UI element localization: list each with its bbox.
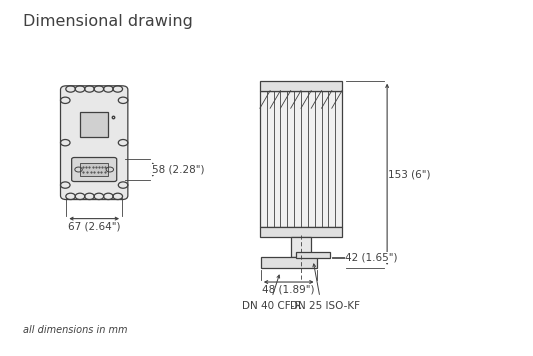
Text: DN 40 CF-R: DN 40 CF-R [243, 302, 302, 312]
Text: 67 (2.64"): 67 (2.64") [68, 221, 120, 231]
Bar [80, 163, 109, 176]
Bar [260, 226, 342, 237]
Bar [261, 257, 317, 268]
FancyBboxPatch shape [61, 86, 128, 200]
Text: 48 (1.89"): 48 (1.89") [262, 285, 315, 295]
FancyBboxPatch shape [71, 157, 117, 182]
Bar [296, 252, 330, 258]
Bar [291, 237, 311, 257]
Text: 153 (6"): 153 (6") [388, 169, 431, 179]
Text: DN 25 ISO-KF: DN 25 ISO-KF [290, 302, 360, 312]
Text: Dimensional drawing: Dimensional drawing [22, 14, 192, 29]
Bar [260, 81, 342, 90]
Text: 58 (2.28"): 58 (2.28") [152, 164, 205, 174]
Bar [80, 112, 108, 137]
Text: 42 (1.65"): 42 (1.65") [345, 252, 398, 262]
Text: all dimensions in mm: all dimensions in mm [22, 325, 127, 335]
Bar [260, 90, 342, 226]
